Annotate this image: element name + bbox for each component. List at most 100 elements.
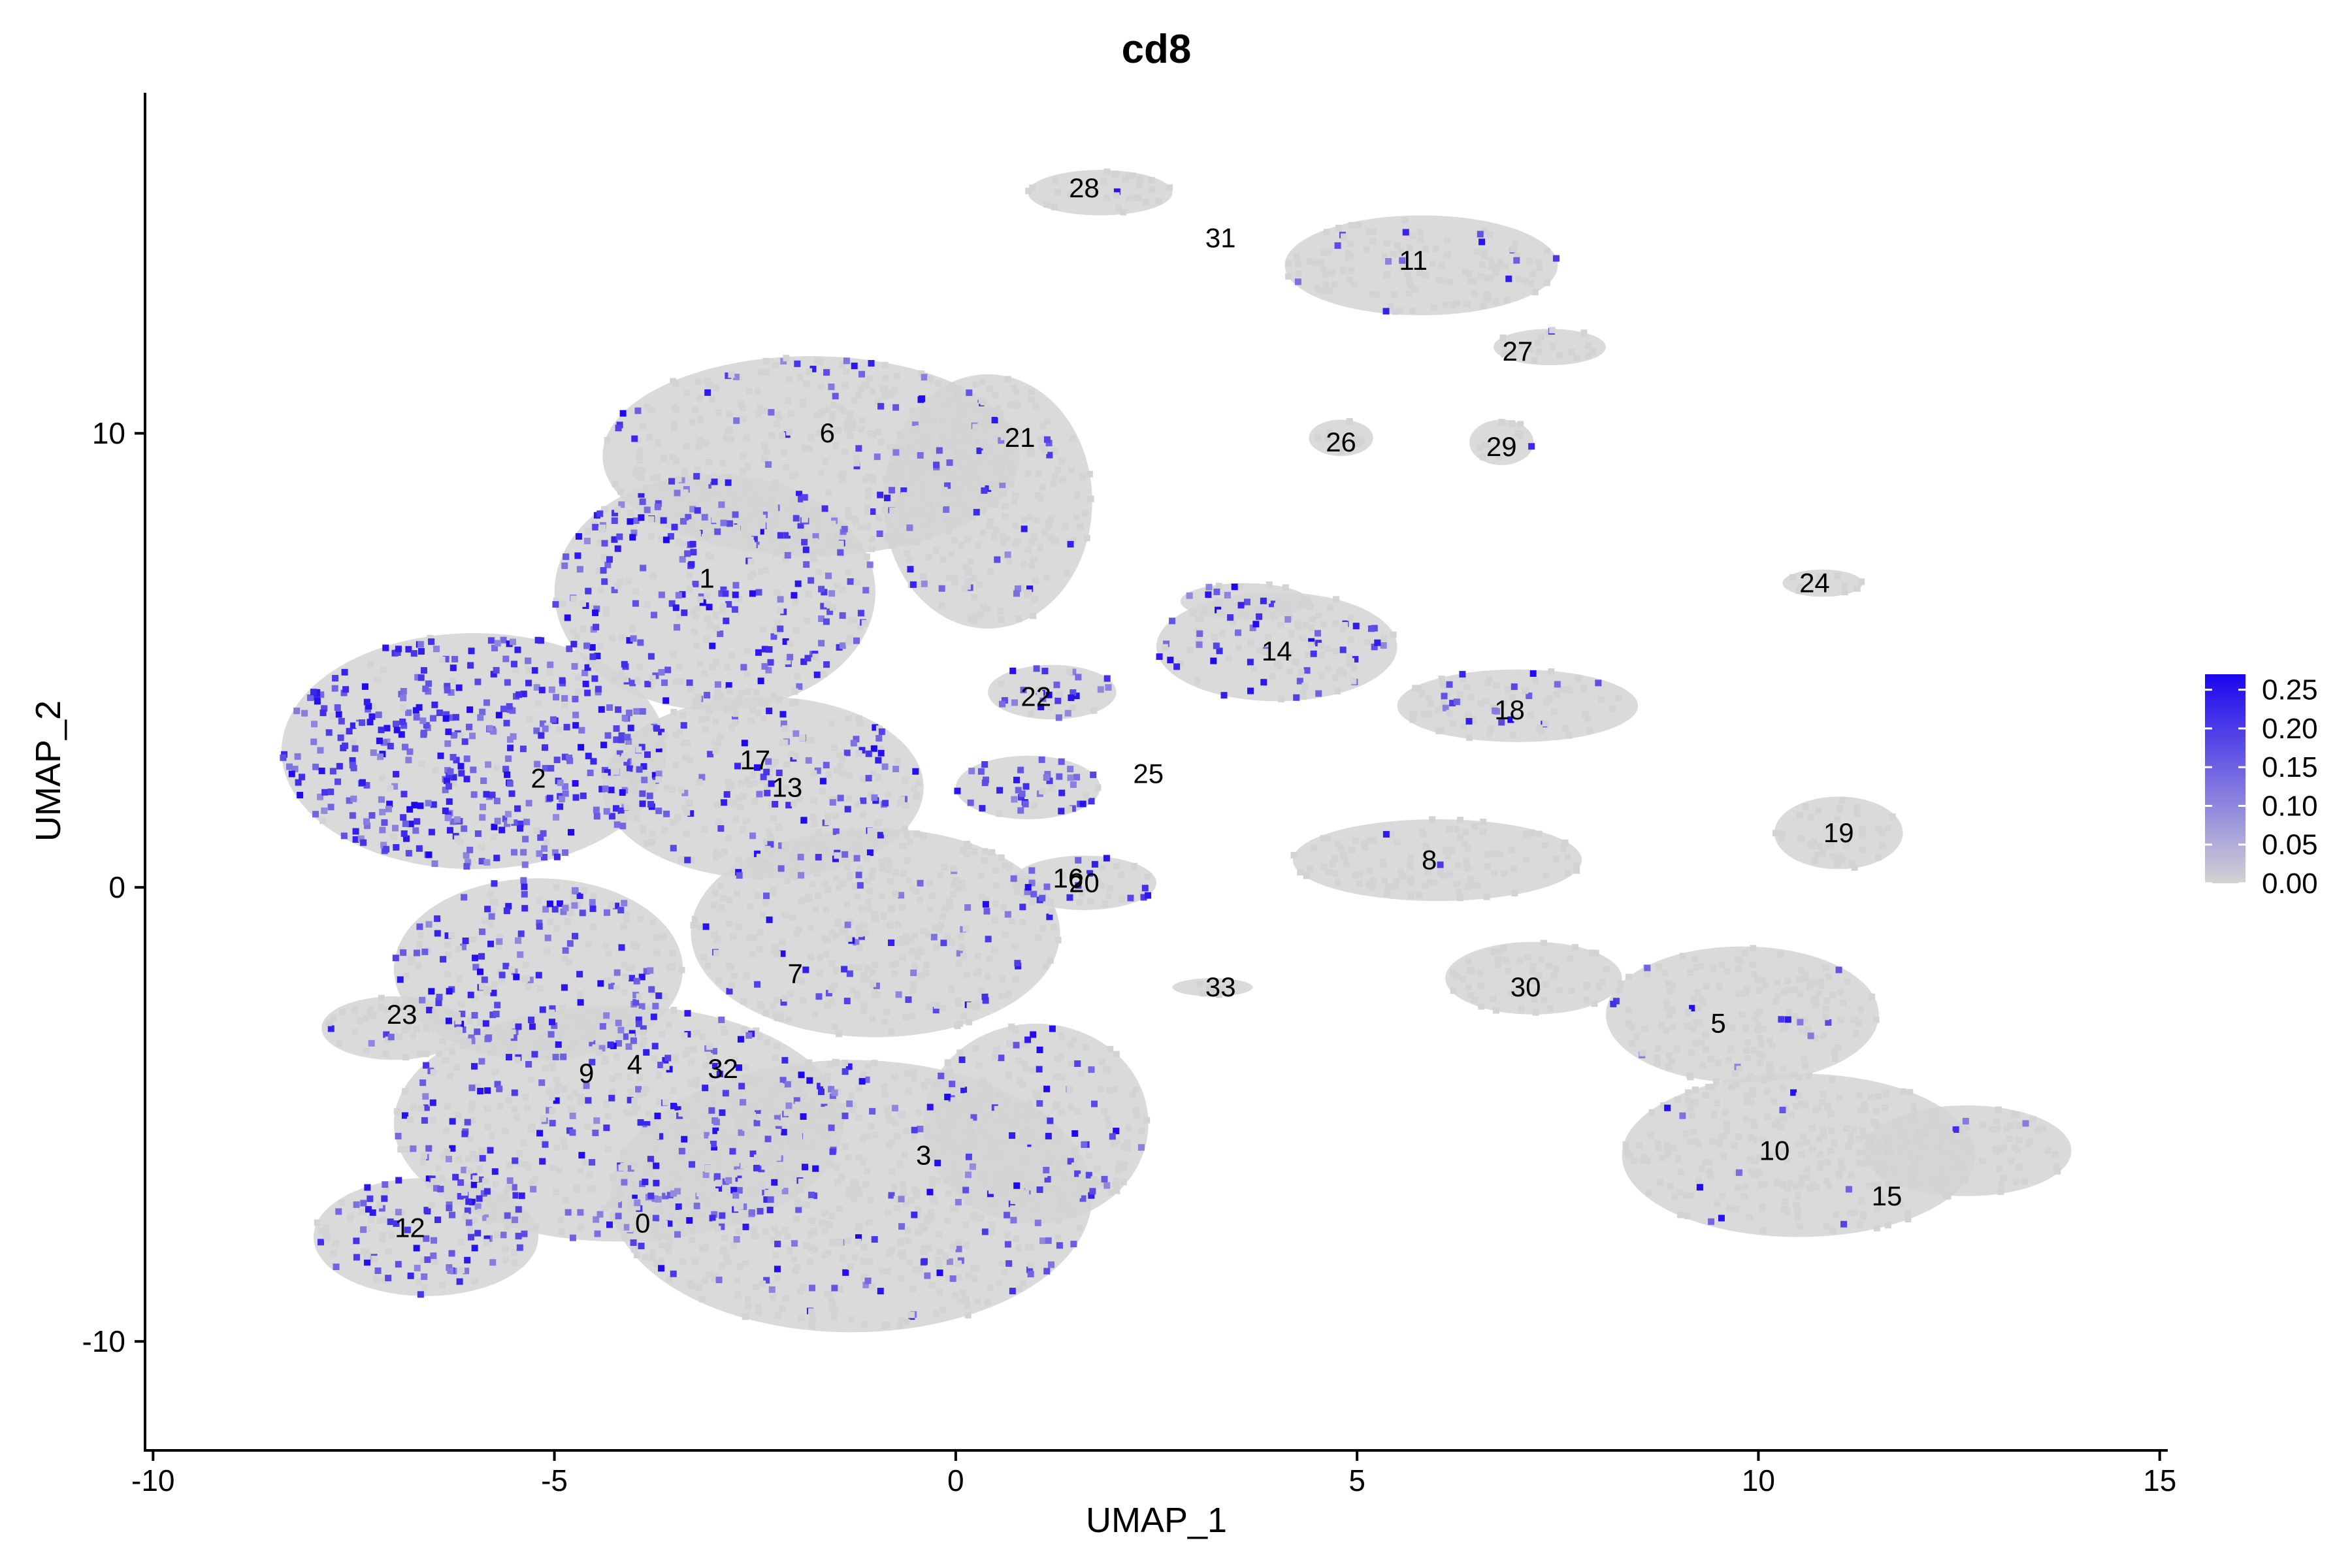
cell-point xyxy=(562,790,569,797)
cell-point xyxy=(809,514,816,521)
cell-point xyxy=(672,1194,679,1201)
cell-point xyxy=(1004,376,1011,383)
cell-point xyxy=(951,1170,958,1177)
cell-point xyxy=(528,1017,535,1024)
cell-point xyxy=(889,962,896,969)
cell-point xyxy=(669,819,676,826)
cell-point xyxy=(683,830,690,838)
cell-point xyxy=(520,1139,527,1147)
cell-point xyxy=(685,799,693,806)
cell-point xyxy=(972,466,979,473)
cell-point xyxy=(950,881,957,888)
cell-point xyxy=(317,747,324,754)
cell-point xyxy=(703,715,710,722)
cell-point xyxy=(641,776,648,783)
cell-point xyxy=(1438,676,1445,683)
cell-point xyxy=(1315,690,1322,697)
cell-point xyxy=(1026,1115,1033,1122)
cell-point xyxy=(1345,254,1352,261)
cell-point xyxy=(1012,492,1019,499)
cell-point xyxy=(1325,248,1332,255)
cell-point xyxy=(1543,279,1550,286)
cell-point xyxy=(791,496,798,503)
cell-point xyxy=(705,459,712,466)
cell-point xyxy=(693,698,700,705)
cell-point xyxy=(494,1231,501,1238)
cell-point xyxy=(951,1122,958,1129)
cell-point xyxy=(525,1061,532,1068)
cell-point xyxy=(405,645,412,653)
cell-point xyxy=(971,1144,978,1151)
cell-point xyxy=(504,1223,511,1230)
cell-point xyxy=(340,689,348,696)
cell-point xyxy=(716,1070,723,1077)
cell-point xyxy=(870,980,877,987)
cell-point xyxy=(1301,602,1309,610)
cell-point xyxy=(1323,229,1330,236)
cell-point xyxy=(943,1141,951,1149)
cell-point xyxy=(985,1083,992,1090)
cell-point xyxy=(875,515,883,522)
cell-point xyxy=(502,1246,509,1253)
cell-point xyxy=(1543,248,1550,255)
cell-point xyxy=(661,993,668,1000)
cell-point xyxy=(754,387,761,395)
cell-point xyxy=(888,1168,895,1175)
cell-point xyxy=(1308,638,1315,645)
cluster-region-8 xyxy=(314,1175,529,1298)
cell-point xyxy=(593,605,600,612)
cell-point xyxy=(753,1154,760,1162)
cell-point xyxy=(631,1216,638,1223)
cell-point xyxy=(1022,783,1030,790)
cell-point xyxy=(508,966,515,973)
cell-point xyxy=(991,1198,998,1205)
cell-point xyxy=(286,763,293,770)
cell-point xyxy=(639,498,646,505)
cell-point xyxy=(988,1222,996,1229)
cell-point xyxy=(644,751,651,759)
cell-point xyxy=(1014,585,1021,593)
cell-point xyxy=(1217,609,1224,616)
cell-point xyxy=(485,1196,492,1203)
cell-point xyxy=(1070,689,1077,696)
cell-point xyxy=(647,508,655,515)
cell-point xyxy=(653,1261,661,1268)
cell-point xyxy=(1751,1122,1758,1129)
cell-point xyxy=(1448,847,1456,854)
cell-point xyxy=(841,448,848,455)
cell-point xyxy=(934,1256,941,1264)
cell-point xyxy=(792,1133,799,1140)
cell-point xyxy=(819,1219,826,1226)
cell-point xyxy=(792,1267,799,1274)
cell-point xyxy=(1367,625,1375,632)
cell-point xyxy=(905,480,912,487)
cell-point xyxy=(1074,1170,1081,1177)
cell-point xyxy=(949,1204,956,1211)
cell-point xyxy=(1780,989,1788,996)
cell-point xyxy=(837,1286,844,1293)
cell-point xyxy=(752,1233,759,1240)
cell-point xyxy=(990,461,997,468)
cell-point xyxy=(835,885,842,892)
cell-point xyxy=(534,700,542,707)
cell-point xyxy=(958,542,965,549)
cell-point xyxy=(546,1107,553,1114)
cell-point xyxy=(617,670,625,677)
cell-point xyxy=(508,1046,515,1053)
cell-point xyxy=(678,1175,685,1183)
cell-point xyxy=(844,568,851,576)
cell-point xyxy=(860,1001,868,1008)
cell-point xyxy=(1554,681,1561,688)
cell-point xyxy=(446,1024,453,1032)
cell-point xyxy=(1030,612,1037,619)
cell-point xyxy=(407,821,414,828)
cell-point xyxy=(1317,642,1324,649)
cell-point xyxy=(1471,996,1478,1004)
cell-point xyxy=(759,1096,766,1103)
cell-point xyxy=(808,577,815,584)
cell-point xyxy=(1628,1040,1635,1047)
cell-point xyxy=(1002,862,1009,869)
cell-point xyxy=(1669,1023,1676,1030)
cell-point xyxy=(1509,420,1516,427)
cell-point xyxy=(776,770,783,777)
